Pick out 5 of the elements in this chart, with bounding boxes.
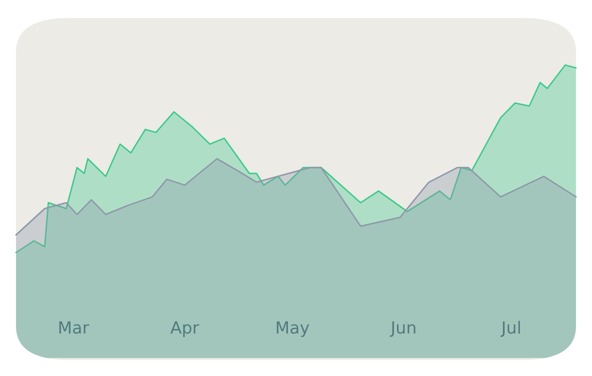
x-tick-label: Jul: [500, 320, 520, 337]
x-tick-label: May: [276, 321, 310, 337]
x-tick-label: Mar: [59, 321, 90, 334]
x-tick-label: Apr: [170, 321, 200, 337]
x-tick-label: Jun: [390, 321, 416, 337]
